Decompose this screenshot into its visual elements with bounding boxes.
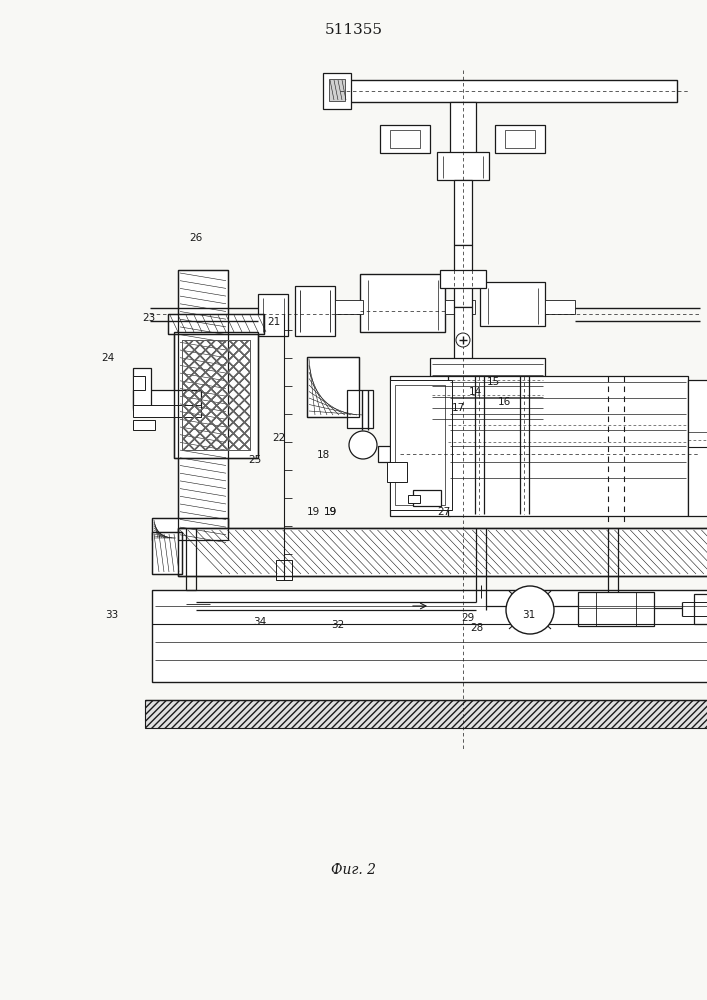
Bar	[437, 152, 489, 180]
Bar	[133, 420, 155, 430]
Bar	[395, 385, 445, 505]
Bar	[335, 300, 363, 314]
Bar	[390, 380, 452, 510]
Bar	[378, 446, 698, 462]
Text: 511355: 511355	[325, 23, 382, 37]
Bar	[440, 270, 486, 288]
Text: 21: 21	[268, 317, 281, 327]
Bar	[323, 73, 351, 109]
Text: 14: 14	[469, 387, 481, 397]
Text: 27: 27	[438, 507, 450, 517]
Bar	[168, 314, 264, 334]
Text: 24: 24	[101, 353, 114, 363]
Bar	[258, 294, 288, 336]
Bar	[337, 80, 677, 102]
Bar	[480, 282, 545, 326]
Bar	[178, 528, 707, 576]
Bar	[420, 436, 560, 450]
Bar	[380, 125, 430, 153]
Text: 22: 22	[273, 433, 286, 443]
Bar	[413, 490, 441, 506]
Bar	[329, 79, 345, 101]
Text: 19: 19	[325, 507, 337, 517]
Text: 19: 19	[325, 507, 337, 517]
Bar	[178, 270, 228, 540]
Bar	[307, 357, 359, 417]
Text: Фиг. 2: Фиг. 2	[331, 863, 376, 877]
Bar	[182, 340, 250, 450]
Bar	[152, 518, 228, 540]
Bar	[168, 314, 264, 334]
Text: 31: 31	[522, 610, 535, 620]
Text: 17: 17	[452, 403, 464, 413]
Bar	[430, 358, 545, 434]
Circle shape	[349, 431, 377, 459]
Text: 26: 26	[189, 233, 202, 243]
Text: 32: 32	[332, 620, 344, 630]
Bar	[490, 428, 530, 438]
Bar	[133, 368, 151, 410]
Circle shape	[456, 333, 470, 347]
Bar	[448, 376, 688, 516]
Bar	[450, 102, 476, 154]
Bar	[445, 300, 475, 314]
Bar	[133, 405, 201, 417]
Bar	[182, 340, 250, 450]
Bar	[152, 518, 228, 540]
Text: 18: 18	[317, 450, 330, 460]
Text: 29: 29	[462, 613, 474, 623]
Bar	[390, 130, 420, 148]
Bar	[387, 462, 407, 482]
Bar	[133, 376, 145, 390]
Circle shape	[506, 586, 554, 634]
Bar	[182, 340, 250, 450]
Bar	[454, 307, 472, 392]
Bar	[454, 245, 472, 307]
Bar	[694, 594, 707, 624]
Bar	[145, 700, 707, 728]
Bar	[152, 532, 182, 574]
Bar	[545, 300, 575, 314]
Text: 19: 19	[307, 507, 320, 517]
Bar	[454, 180, 472, 245]
Bar	[174, 332, 258, 458]
Bar	[152, 532, 182, 574]
Bar	[360, 274, 445, 332]
Bar	[495, 125, 545, 153]
Text: 15: 15	[487, 377, 500, 387]
Bar	[152, 590, 707, 682]
Bar	[408, 495, 420, 503]
Bar	[178, 270, 228, 540]
Bar	[133, 390, 201, 408]
Bar	[505, 130, 535, 148]
Bar	[307, 357, 359, 417]
Bar	[440, 428, 480, 438]
Text: 34: 34	[254, 617, 267, 627]
Bar	[276, 560, 292, 580]
Bar	[578, 592, 654, 626]
Text: 28: 28	[471, 623, 484, 633]
Bar	[390, 376, 450, 516]
Text: 23: 23	[142, 313, 155, 323]
Bar	[178, 528, 707, 576]
Bar	[347, 390, 373, 428]
Text: 16: 16	[498, 397, 511, 407]
Bar	[688, 380, 707, 516]
Bar	[295, 286, 335, 336]
Bar	[174, 332, 258, 458]
Text: 25: 25	[248, 455, 261, 465]
Text: 33: 33	[105, 610, 118, 620]
